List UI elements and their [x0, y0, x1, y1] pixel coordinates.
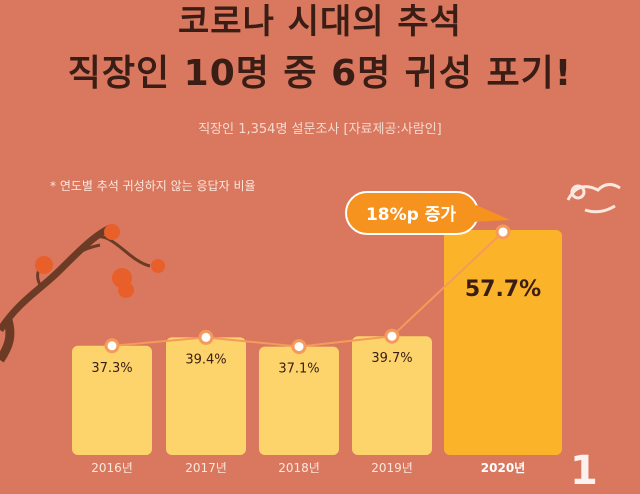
- category-label: 2020년: [481, 461, 525, 475]
- value-label: 57.7%: [465, 277, 541, 302]
- trend-point: [198, 329, 214, 345]
- value-label: 39.4%: [185, 352, 226, 367]
- cloud-illustration: [566, 183, 621, 214]
- bar-2017년: [166, 337, 246, 455]
- value-label: 37.1%: [278, 362, 319, 377]
- category-label: 2016년: [91, 461, 133, 475]
- trend-point: [384, 328, 400, 344]
- bar-2016년: [72, 345, 152, 455]
- bar-chart: 37.3% 2016년 39.4% 2017년 37.1% 2018년 39.7% 2019년…: [0, 183, 621, 475]
- trend-point: [495, 224, 511, 240]
- value-label: 37.3%: [91, 361, 132, 376]
- trend-point: [291, 339, 307, 355]
- category-label: 2018년: [278, 461, 320, 475]
- chart-note: * 연도별 추석 귀성하지 않는 응답자 비율: [50, 179, 256, 193]
- subtitle: 직장인 1,354명 설문조사 [자료제공:사람인]: [198, 122, 442, 137]
- svg-text:1: 1: [570, 448, 598, 490]
- category-label: 2019년: [371, 461, 413, 475]
- title-line-1: 코로나 시대의 추석: [178, 2, 462, 42]
- category-label: 2017년: [185, 461, 227, 475]
- callout-text: 18%p 증가: [366, 205, 456, 225]
- value-label: 39.7%: [371, 351, 412, 366]
- persimmon-branch-illustration: [0, 224, 165, 363]
- increase-callout: 18%p 증가: [345, 191, 510, 235]
- news-logo-icon: 1: [560, 440, 630, 494]
- bar-2019년: [352, 336, 432, 455]
- page-title: 직장인 10명 중 6명 귀성 포기!: [67, 53, 573, 94]
- bar-2020년: [444, 229, 562, 455]
- bar-2018년: [259, 346, 339, 455]
- trend-point: [104, 338, 120, 354]
